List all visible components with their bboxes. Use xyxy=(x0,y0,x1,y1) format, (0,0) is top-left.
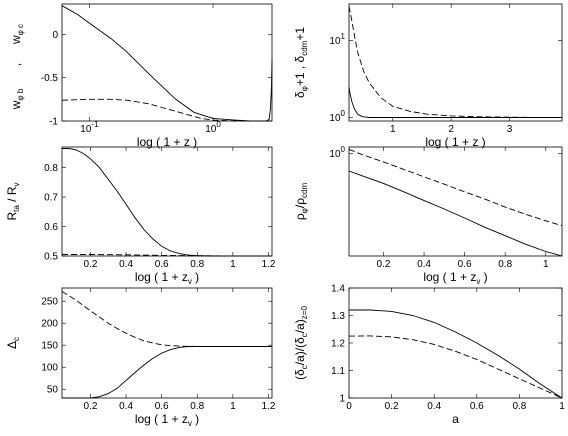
x-tick-label: 1 xyxy=(230,401,236,412)
x-tick-label: 0.4 xyxy=(119,259,133,270)
y-tick-label: 0.6 xyxy=(44,222,58,233)
y-tick-label: 1.1 xyxy=(331,366,345,377)
y-tick-label: 0 xyxy=(52,30,58,41)
x-tick-label: 0.4 xyxy=(119,401,133,412)
x-tick-label: 1 xyxy=(543,259,549,270)
x-tick-label: 0.4 xyxy=(417,259,431,270)
x-tick-label: 100 xyxy=(205,120,221,135)
x-axis-label: a xyxy=(452,412,459,426)
series-line-solid xyxy=(62,148,272,257)
y-tick-label: -0.5 xyxy=(41,73,59,84)
series-line-dashed xyxy=(348,148,563,227)
x-tick-label: 0 xyxy=(346,401,352,412)
x-tick-label: 0.6 xyxy=(155,401,169,412)
x-tick-label: 10-1 xyxy=(80,120,99,135)
y-axis-label: wφ c xyxy=(9,24,25,45)
y-tick-label: 0.5 xyxy=(44,252,58,263)
series-line-dashed xyxy=(61,291,272,347)
x-tick-label: 0.8 xyxy=(498,259,512,270)
chart-panel-1: 10-1 100 -1 -0.5 0 log ( 1 + z ) wφ c, wφ b xyxy=(9,3,273,149)
x-tick-label: 0.2 xyxy=(84,401,98,412)
x-tick-label: 2 xyxy=(448,124,454,135)
y-axis-label: wφ b xyxy=(9,88,25,110)
series-line-solid xyxy=(61,5,273,122)
y-axis-label: Δc xyxy=(5,337,21,349)
x-axis-label: log ( 1 + zv ) xyxy=(135,412,199,428)
x-tick-label: 0.2 xyxy=(84,259,98,270)
x-tick-label: 1 xyxy=(559,401,565,412)
series-line-solid xyxy=(348,170,563,257)
plot-frame xyxy=(348,146,563,257)
x-tick-label: 1 xyxy=(390,124,396,135)
x-axis-label: log ( 1 + z ) xyxy=(425,135,485,149)
x-tick-label: 0.8 xyxy=(190,401,204,412)
y-tick-label: 1.3 xyxy=(331,311,345,322)
series-line-dashed xyxy=(61,98,272,122)
chart-panel-5: 0.2 0.4 0.6 0.8 1 1.2 50 100 150 200 250 log ( 1 + … xyxy=(5,287,276,428)
y-tick-label: 100 xyxy=(329,145,345,160)
plot-frame xyxy=(348,287,563,399)
series-line-dashed xyxy=(348,335,563,399)
y-tick-label: 200 xyxy=(41,319,58,330)
x-tick-label: 0.4 xyxy=(427,401,441,412)
plot-frame xyxy=(61,287,273,399)
y-tick-label: 100 xyxy=(41,363,58,374)
y-tick-label: 1.4 xyxy=(331,284,345,295)
y-tick-label: 50 xyxy=(47,385,59,396)
x-tick-label: 0.6 xyxy=(155,259,169,270)
series-line-solid xyxy=(349,309,563,399)
y-tick-label: 0.7 xyxy=(44,193,58,204)
x-tick-label: 3 xyxy=(507,124,513,135)
y-axis-label: (δc/a)/(δc/a)z=0 xyxy=(293,306,309,380)
y-tick-label: 1.2 xyxy=(331,339,345,350)
chart-panel-2: 1 2 3 100 101 log ( 1 + z ) δφ+1 , δcdm+1 xyxy=(293,3,563,149)
plot-frame xyxy=(348,3,563,122)
x-tick-label: 0.8 xyxy=(512,401,526,412)
series-line-solid xyxy=(62,346,272,399)
series-line-solid xyxy=(348,86,562,118)
chart-panel-6: 0 0.2 0.4 0.6 0.8 1 1 1.1 1.2 1.3 1.4 a (δc/a)/(δc/a… xyxy=(293,284,565,427)
y-tick-label: 150 xyxy=(41,341,58,352)
plot-frame xyxy=(61,3,273,122)
y-axis-label: ρφ/ρcdm xyxy=(293,183,309,221)
x-tick-label: 1.2 xyxy=(261,401,275,412)
x-tick-label: 0.6 xyxy=(470,401,484,412)
y-tick-label: 250 xyxy=(41,297,58,308)
x-tick-label: 1.2 xyxy=(261,259,275,270)
y-axis-label: Rta / Rv xyxy=(5,182,21,220)
y-tick-label: 1 xyxy=(339,394,345,405)
y-tick-label: 100 xyxy=(329,109,345,124)
y-tick-label: -1 xyxy=(49,117,58,128)
x-axis-label: log ( 1 + zv ) xyxy=(423,270,487,286)
x-tick-label: 0.6 xyxy=(458,259,472,270)
plot-frame xyxy=(61,146,273,257)
x-tick-label: 0.8 xyxy=(190,259,204,270)
x-axis-label: log ( 1 + zv ) xyxy=(135,270,199,286)
series-line-dashed xyxy=(348,6,562,118)
y-axis-label: δφ+1 , δcdm+1 xyxy=(293,27,309,98)
x-axis-label: log ( 1 + z ) xyxy=(137,135,197,149)
y-tick-label: 0.8 xyxy=(44,163,58,174)
y-axis-label-separator: , xyxy=(9,63,23,66)
x-tick-label: 1 xyxy=(230,259,236,270)
x-tick-label: 0.2 xyxy=(385,401,399,412)
y-tick-label: 101 xyxy=(329,32,345,47)
x-tick-label: 0.2 xyxy=(377,259,391,270)
chart-panel-4: 0.2 0.4 0.6 0.8 1 100 log ( 1 + zv ) ρφ/ρcdm xyxy=(293,145,563,286)
